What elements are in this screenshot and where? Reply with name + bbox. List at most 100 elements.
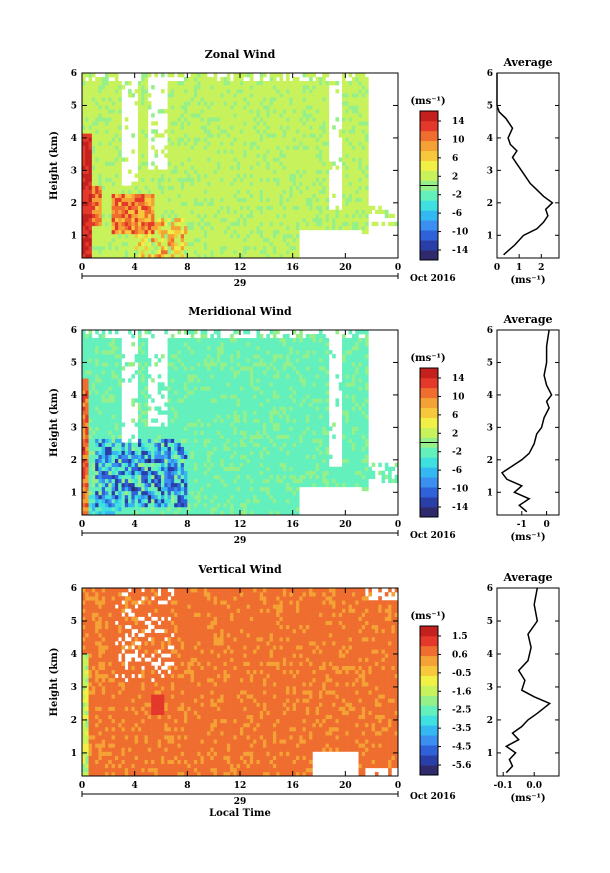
heatmap-cell [174, 85, 178, 90]
heatmap-cell [358, 169, 363, 174]
heatmap-cell [101, 446, 106, 451]
heatmap-cell [118, 105, 122, 110]
heatmap-cell [220, 133, 224, 138]
heatmap-cell [174, 454, 178, 459]
heatmap-cell [170, 378, 175, 383]
heatmap-cell [144, 81, 149, 86]
heatmap-cell [95, 410, 99, 415]
heatmap-cell [95, 466, 99, 472]
heatmap-cell [193, 177, 198, 182]
heatmap-cell [197, 213, 201, 219]
heatmap-cell [345, 185, 349, 190]
heatmap-cell [177, 470, 182, 476]
heatmap-cell [286, 161, 290, 166]
heatmap-cell [351, 181, 356, 186]
heatmap-cell [98, 390, 103, 395]
heatmap-cell [170, 418, 175, 423]
heatmap-cell [322, 153, 326, 158]
heatmap-cell [355, 205, 359, 211]
heatmap-cell [118, 410, 122, 415]
heatmap-cell [342, 133, 346, 138]
heatmap-cell [161, 221, 165, 227]
heatmap-cell [259, 173, 264, 178]
heatmap-cell [167, 390, 172, 395]
heatmap-cell [184, 450, 188, 455]
heatmap-cell [167, 149, 172, 154]
heatmap-cell [240, 109, 244, 114]
heatmap-cell [305, 181, 310, 186]
heatmap-cell [118, 125, 122, 130]
heatmap-cell [95, 426, 99, 431]
heatmap-cell [203, 185, 208, 190]
heatmap-cell [187, 101, 191, 106]
heatmap-cell [101, 394, 106, 399]
heatmap-cell [216, 81, 221, 86]
heatmap-cell [82, 414, 86, 419]
heatmap-cell [200, 414, 205, 419]
heatmap-cell [177, 241, 182, 247]
heatmap-cell [322, 89, 326, 94]
heatmap-cell [164, 458, 168, 464]
heatmap-cell [157, 358, 162, 363]
heatmap-cell [322, 81, 326, 86]
heatmap-cell [358, 89, 363, 94]
heatmap-cell [213, 221, 218, 227]
heatmap-cell [223, 137, 228, 142]
heatmap-cell [137, 390, 142, 395]
heatmap-cell [193, 113, 198, 118]
heatmap-cell [111, 109, 116, 114]
heatmap-cell [259, 209, 264, 215]
heatmap-cell [213, 121, 218, 126]
heatmap-cell [101, 362, 106, 367]
heatmap-cell [187, 129, 191, 134]
heatmap-cell [170, 245, 175, 251]
heatmap-cell [177, 386, 182, 391]
heatmap-cell [167, 446, 172, 451]
heatmap-cell [128, 474, 132, 480]
heatmap-cell [124, 217, 129, 223]
heatmap-cell [345, 137, 349, 142]
heatmap-cell [170, 430, 175, 435]
heatmap-cell [279, 197, 284, 202]
heatmap-cell [108, 137, 112, 142]
heatmap-cell [85, 510, 89, 516]
heatmap-cell [108, 446, 112, 451]
heatmap-cell [88, 189, 93, 194]
heatmap-cell [128, 510, 132, 516]
heatmap-cell [144, 458, 149, 464]
heatmap-cell [365, 165, 369, 170]
heatmap-cell [213, 181, 218, 186]
heatmap-cell [259, 149, 264, 154]
heatmap-cell [177, 430, 182, 435]
heatmap-cell [269, 93, 274, 98]
heatmap-cell [230, 233, 234, 239]
heatmap-cell [197, 129, 201, 134]
heatmap-cell [319, 193, 323, 198]
heatmap-cell [259, 145, 264, 150]
heatmap-cell [131, 442, 135, 447]
heatmap-cell [223, 221, 228, 227]
heatmap-cell [351, 117, 356, 122]
heatmap-cell [111, 430, 116, 435]
heatmap-cell [95, 233, 99, 239]
heatmap-cell [187, 201, 191, 207]
heatmap-cell [319, 93, 323, 98]
heatmap-cell [272, 85, 277, 90]
heatmap-cell [286, 121, 290, 126]
heatmap-cell [180, 193, 185, 198]
heatmap-cell [210, 89, 214, 94]
heatmap-cell [108, 418, 112, 423]
heatmap-cell [85, 129, 89, 134]
heatmap-cell [246, 109, 251, 114]
heatmap-cell [85, 181, 89, 186]
heatmap-cell [167, 237, 172, 243]
heatmap-cell [282, 189, 287, 194]
heatmap-cell [88, 454, 93, 459]
heatmap-cell [249, 73, 254, 78]
heatmap-cell [167, 402, 172, 407]
heatmap-cell [355, 125, 359, 130]
heatmap-cell [302, 97, 307, 102]
heatmap-cell [259, 181, 264, 186]
heatmap-cell [177, 129, 182, 134]
heatmap-cell [361, 113, 366, 118]
